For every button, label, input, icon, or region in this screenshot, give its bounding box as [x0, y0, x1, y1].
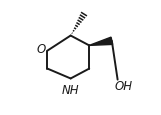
Polygon shape — [89, 38, 113, 46]
Text: O: O — [36, 43, 46, 56]
Text: OH: OH — [114, 80, 133, 93]
Text: NH: NH — [61, 83, 79, 96]
